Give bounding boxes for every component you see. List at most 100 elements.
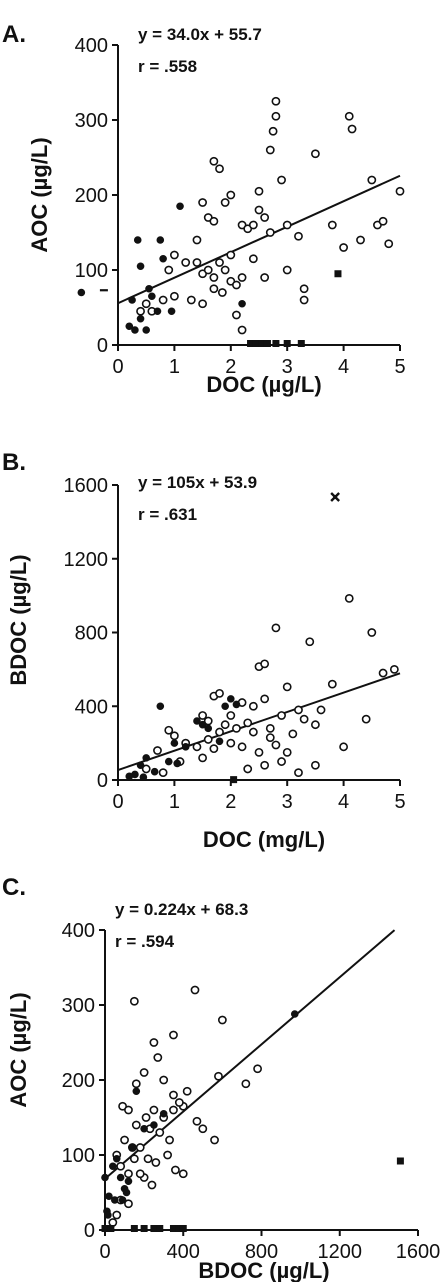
panel-c-point-filled-square [156, 1225, 164, 1232]
panel-a-x-tick-label: 3 [282, 356, 293, 378]
panel-c-point-open-circle [169, 1090, 178, 1100]
panel-c-y-tick-label: 300 [62, 995, 95, 1017]
panel-b-y-tick-label: 1200 [64, 549, 109, 571]
panel-c-point-open-circle [192, 1116, 202, 1126]
panel-b-point-open-circle [215, 688, 224, 698]
panel-a-point-open-circle [299, 284, 309, 294]
panel-c-ylabel: AOC (µg/L) [6, 992, 31, 1107]
panel-b-point-open-circle [158, 768, 168, 778]
panel-b-point-open-circle [243, 718, 253, 728]
panel-c-point-open-circle [141, 1113, 151, 1122]
panel-b-point-filled-circle [227, 695, 235, 703]
panel-c-point-open-circle [214, 1071, 223, 1081]
panel-a-point-open-circle [327, 220, 337, 230]
panel-a-point-filled-circle [77, 288, 86, 297]
panel-a-point-filled-circle [136, 314, 145, 323]
panel-b-point-open-circle [389, 664, 399, 674]
panel-c: C. y = 0.224x + 68.3 r = .594 AOC (µg/L)… [2, 874, 440, 1282]
panel-a-point-filled-circle [153, 307, 162, 316]
panel-b-point-open-circle [248, 701, 258, 711]
panel-c-point-open-circle [169, 1105, 178, 1115]
panel-a-point-filled-square [263, 340, 271, 347]
panel-a: A. y = 34.0x + 55.7 r = .558 AOC (µg/L) … [2, 21, 406, 397]
panel-a-point-open-circle [232, 280, 241, 290]
panel-a-point-open-circle [344, 111, 354, 121]
panel-b-point-open-circle [226, 711, 236, 720]
panel-b-point-filled-circle [139, 773, 148, 782]
panel-b-label: B. [2, 449, 26, 476]
panel-b-point-open-circle [271, 740, 281, 750]
panel-b-point-open-circle [344, 593, 354, 603]
panel-a-point-open-circle [248, 220, 258, 230]
panel-a-x-tick-label: 1 [169, 356, 180, 378]
panel-b-point-filled-circle [204, 724, 213, 733]
panel-a-point-open-circle [209, 284, 219, 294]
panel-b-point-open-circle [277, 711, 286, 720]
panel-b-ylabel: BDOC (µg/L) [6, 554, 31, 685]
panel-a-y-tick-label: 400 [75, 35, 108, 57]
panel-c-point-open-circle [178, 1169, 188, 1179]
panel-b-point-open-circle [327, 679, 337, 689]
panel-a-point-open-circle [248, 254, 258, 264]
panel-c-point-filled-circle [122, 1188, 131, 1197]
panel-c-point-open-circle [190, 985, 200, 995]
panel-a-point-open-circle [192, 235, 202, 245]
panel-b-point-open-circle [203, 735, 213, 744]
panel-a-equation: y = 34.0x + 55.7 [138, 25, 262, 44]
panel-b-x-tick-label: 2 [225, 791, 236, 813]
panel-c-point-open-circle [120, 1135, 129, 1145]
panel-c-point-filled-circle [104, 1211, 112, 1219]
panel-a-point-open-circle [209, 216, 219, 226]
panel-a-point-filled-circle [159, 254, 167, 263]
panel-a-point-open-circle [268, 126, 278, 136]
panel-b-x-tick-label: 3 [282, 791, 293, 813]
panel-b: B. y = 105x + 53.9 r = .631 BDOC (µg/L) … [2, 449, 406, 852]
panel-b-point-open-circle [288, 729, 298, 739]
panel-a-regression-line [117, 174, 401, 305]
panel-a-point-open-circle [215, 258, 224, 267]
panel-b-x-tick-label: 0 [112, 791, 123, 813]
panel-c-point-open-circle [174, 1098, 184, 1107]
panel-c-point-open-circle [169, 1030, 178, 1040]
panel-c-point-open-circle [116, 1161, 126, 1171]
panel-c-point-filled-square [101, 1225, 109, 1232]
panel-a-point-open-circle [226, 250, 236, 260]
panel-a-y-tick-label: 100 [75, 260, 108, 282]
panel-b-point-open-circle [192, 742, 202, 752]
panel-c-x-tick-label: 1600 [396, 1241, 441, 1263]
panel-a-point-open-circle [136, 306, 145, 316]
panel-a-x-tick-label: 5 [394, 356, 405, 378]
panel-a-point-open-circle [220, 265, 230, 275]
panel-b-point-filled-circle [136, 761, 145, 770]
panel-b-point-open-circle [282, 747, 292, 757]
panel-a-point-open-circle [158, 295, 168, 305]
panel-b-point-open-circle [282, 682, 292, 692]
panel-c-point-open-circle [241, 1079, 251, 1089]
panel-c-point-open-circle [124, 1169, 133, 1179]
panel-a-point-open-circle [347, 124, 357, 134]
panel-c-point-filled-circle [140, 1124, 148, 1133]
panel-b-point-open-circle [232, 723, 241, 733]
panel-c-y-tick-label: 0 [84, 1220, 95, 1242]
panel-b-point-x-star [330, 492, 340, 502]
panel-b-point-open-circle [361, 714, 371, 724]
panel-b-point-open-circle [141, 764, 151, 774]
panel-b-point-open-circle [260, 760, 270, 770]
panel-a-point-filled-circle [176, 202, 184, 211]
panel-a-y-tick-label: 300 [75, 110, 108, 132]
panel-c-point-filled-square [130, 1225, 138, 1232]
panel-c-point-filled-circle [132, 1087, 141, 1096]
panel-b-point-filled-circle [156, 702, 165, 711]
panel-c-point-open-circle [135, 1169, 145, 1179]
panel-c-x-tick-label: 0 [99, 1241, 110, 1263]
panel-c-point-filled-square [169, 1225, 177, 1232]
panel-a-point-open-circle [217, 288, 227, 297]
panel-a-point-filled-square [272, 340, 280, 347]
panel-b-y-tick-label: 400 [75, 696, 108, 718]
panel-a-point-open-circle [237, 273, 247, 282]
panel-a-point-filled-circle [128, 296, 136, 304]
panel-c-point-open-circle [129, 996, 139, 1006]
panel-c-x-tick-label: 1200 [318, 1241, 363, 1263]
panel-a-point-open-circle [378, 216, 388, 226]
panel-b-point-filled-circle [221, 702, 229, 711]
